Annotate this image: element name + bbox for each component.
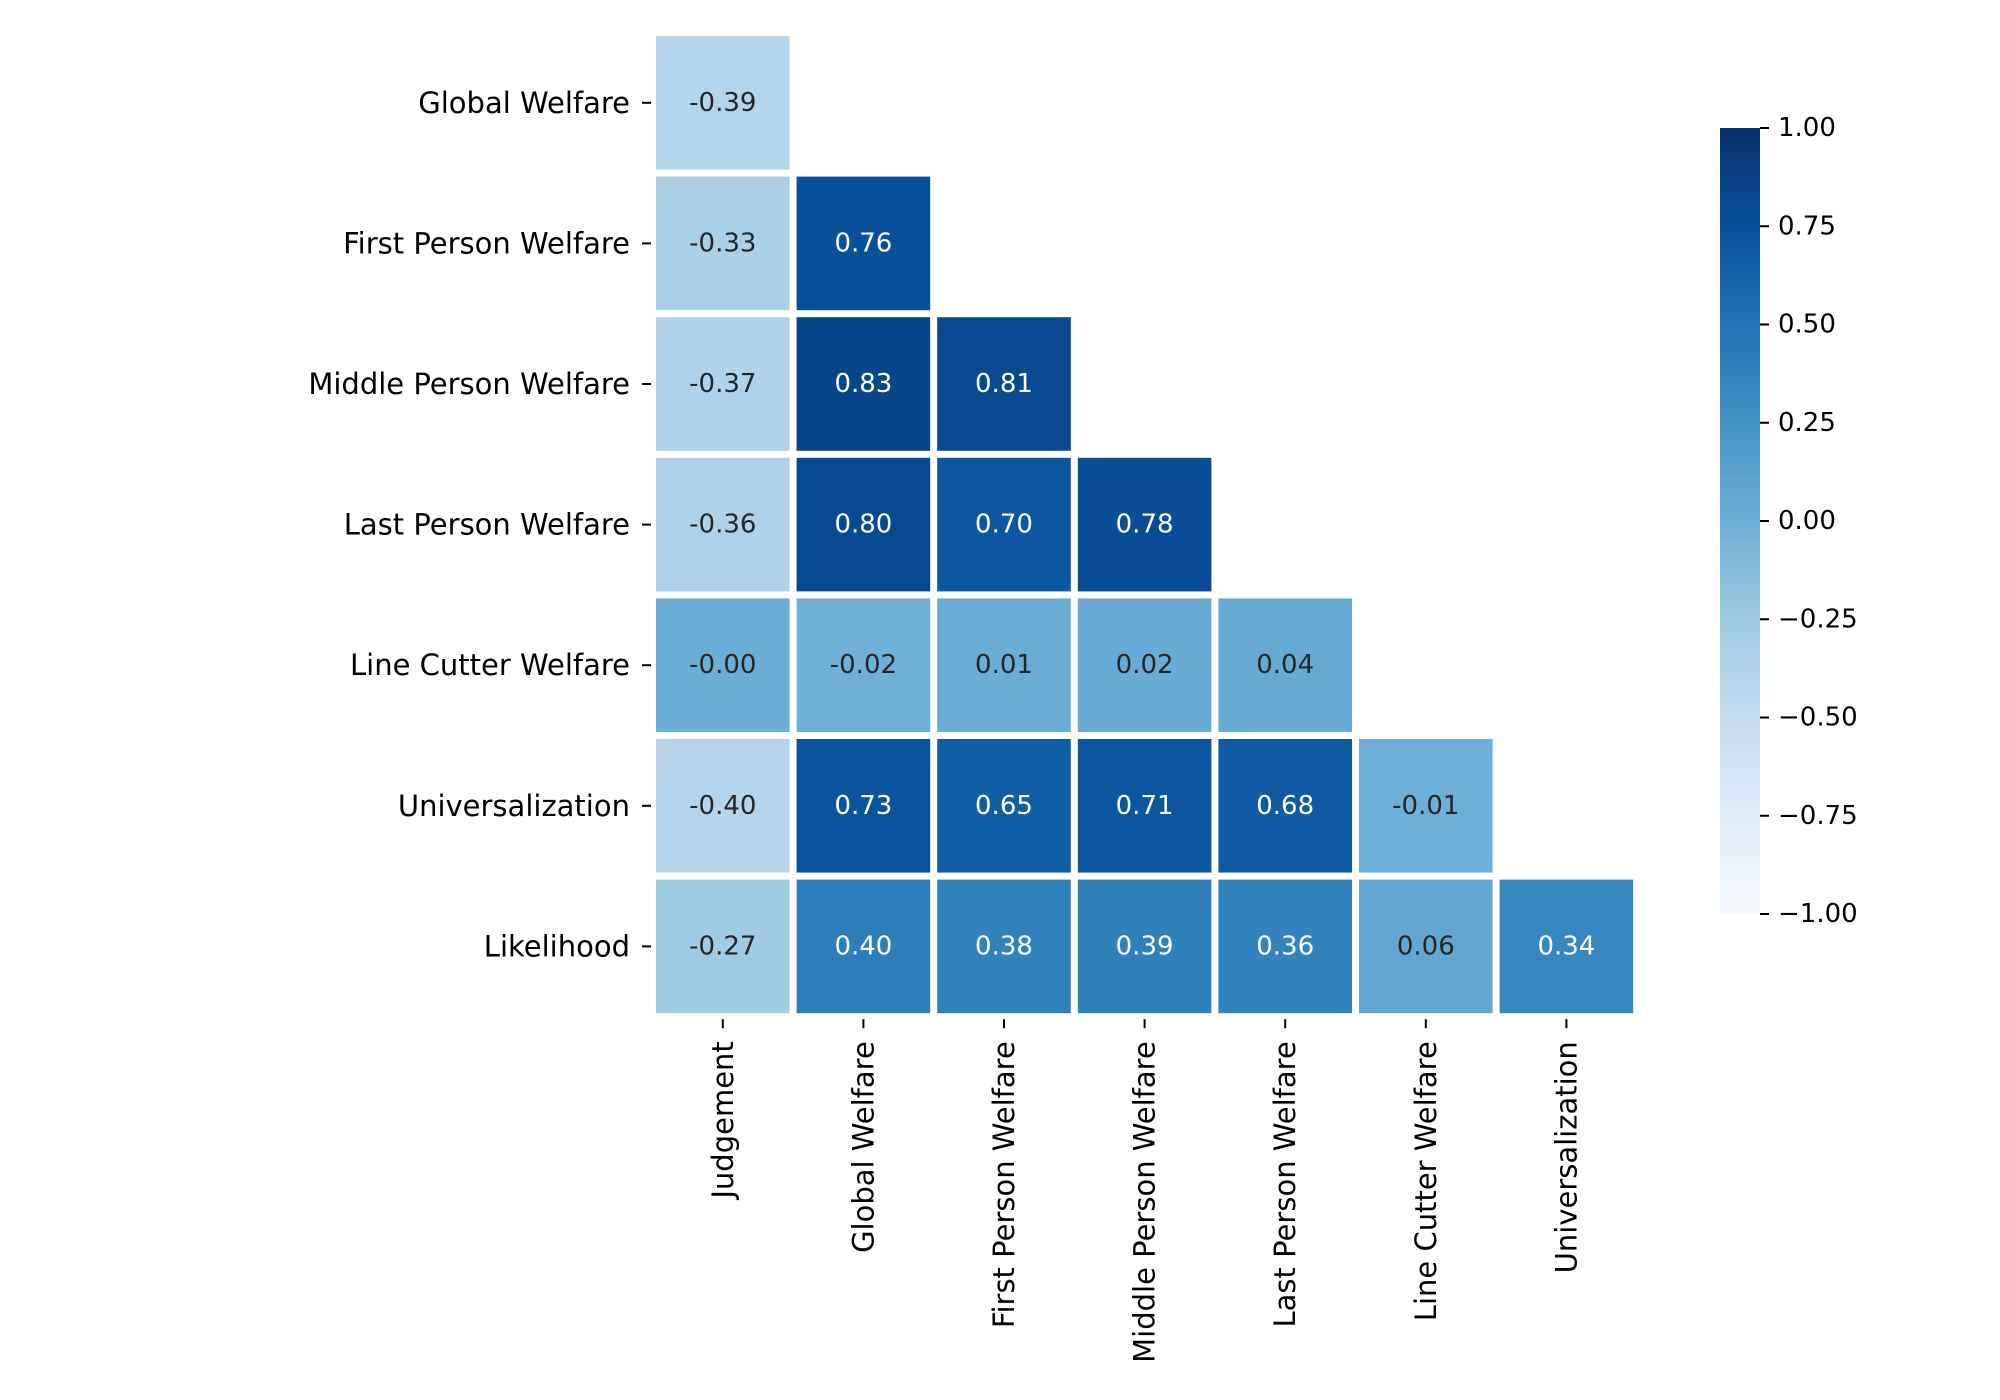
heatmap-cell — [1359, 739, 1493, 873]
cell-value-label: -0.02 — [830, 650, 897, 680]
colorbar-tick-label: 0.25 — [1778, 408, 1836, 438]
colorbar-tick-label: −1.00 — [1778, 899, 1858, 929]
heatmap-cell — [937, 317, 1071, 451]
heatmap-cell — [1499, 879, 1634, 1014]
heatmap-cell — [1218, 739, 1352, 873]
heatmap-cell — [656, 739, 790, 873]
y-label-universalization: Universalization — [398, 789, 630, 823]
heatmap-cell — [937, 598, 1071, 732]
cell-value-label: 0.06 — [1397, 931, 1455, 961]
heatmap-cell — [796, 457, 931, 592]
cell-value-label: 0.80 — [834, 510, 892, 540]
heatmap-cell — [937, 739, 1071, 873]
cell-value-label: 0.70 — [975, 510, 1033, 540]
cell-value-label: 0.68 — [1256, 791, 1314, 821]
cell-value-label: 0.36 — [1256, 931, 1314, 961]
x-label-judgement: Judgement — [706, 1041, 740, 1200]
cell-value-label: -0.37 — [689, 369, 756, 399]
heatmap-cell — [937, 879, 1071, 1014]
colorbar-tick-label: 0.00 — [1778, 506, 1836, 536]
cell-value-label: 0.39 — [1116, 931, 1174, 961]
cell-value-label: 0.65 — [975, 791, 1033, 821]
heatmap-cell — [937, 457, 1071, 592]
colorbar-tick-label: −0.75 — [1778, 801, 1858, 831]
y-axis-labels: Global Welfare First Person Welfare Middle… — [308, 86, 651, 963]
heatmap-cell — [656, 317, 790, 451]
cell-value-label: -0.40 — [689, 791, 756, 821]
cell-value-label: 0.34 — [1537, 931, 1595, 961]
x-label-line-cutter-welfare: Line Cutter Welfare — [1409, 1041, 1443, 1321]
x-axis-labels: Judgement Global Welfare First Person Welf… — [706, 1019, 1583, 1363]
heatmap-cell — [796, 598, 931, 732]
heatmap-cell — [1077, 457, 1212, 592]
y-label-line-cutter-welfare: Line Cutter Welfare — [350, 648, 630, 682]
cell-value-label: -0.01 — [1392, 791, 1459, 821]
x-label-last-person-welfare: Last Person Welfare — [1268, 1041, 1302, 1327]
heatmap-cell — [656, 598, 790, 732]
cell-value-label: -0.33 — [689, 228, 756, 258]
colorbar-tick-label: −0.25 — [1778, 604, 1858, 634]
x-label-universalization: Universalization — [1549, 1041, 1583, 1273]
colorbar-tick-label: 0.50 — [1778, 310, 1836, 340]
heatmap-cell — [656, 176, 790, 311]
x-label-global-welfare: Global Welfare — [846, 1041, 880, 1253]
y-label-last-person-welfare: Last Person Welfare — [344, 508, 630, 542]
colorbar: 1.00 0.75 0.50 0.25 0.00 −0.25 −0.50 −0.75 −1.00 — [1720, 113, 1858, 929]
cell-value-label: 0.02 — [1116, 650, 1174, 680]
heatmap-cell — [796, 176, 931, 311]
cell-value-label: 0.73 — [834, 791, 892, 821]
heatmap-cell — [1218, 879, 1352, 1014]
cell-value-label: 0.78 — [1116, 510, 1174, 540]
cell-value-label: 0.76 — [834, 228, 892, 258]
colorbar-tick-label: 0.75 — [1778, 211, 1836, 241]
y-label-first-person-welfare: First Person Welfare — [343, 226, 630, 260]
heatmap-cell — [656, 36, 790, 170]
heatmap-cell — [796, 879, 931, 1014]
heatmap-cell — [796, 317, 931, 451]
x-label-first-person-welfare: First Person Welfare — [987, 1041, 1021, 1328]
heatmap-cell — [1218, 598, 1352, 732]
colorbar-gradient — [1720, 128, 1760, 914]
cell-value-label: -0.00 — [689, 650, 756, 680]
heatmap-cell — [656, 457, 790, 592]
y-label-likelihood: Likelihood — [484, 929, 630, 963]
cell-value-label: 0.38 — [975, 931, 1033, 961]
cell-value-label: -0.36 — [689, 510, 756, 540]
cell-value-label: 0.40 — [834, 931, 892, 961]
heatmap-cell — [1077, 739, 1212, 873]
cell-value-label: 0.71 — [1116, 791, 1174, 821]
heatmap-cells: -0.39 -0.33 0.76 -0.37 0.83 0.81 -0.36 0.80 0.70… — [656, 36, 1634, 1014]
heatmap-cell — [1077, 598, 1212, 732]
cell-value-label: -0.39 — [689, 88, 756, 118]
heatmap-cell — [656, 879, 790, 1014]
colorbar-tick-label: 1.00 — [1778, 113, 1836, 143]
cell-value-label: 0.04 — [1256, 650, 1314, 680]
cell-value-label: 0.81 — [975, 369, 1033, 399]
cell-value-label: -0.27 — [689, 931, 756, 961]
heatmap-cell — [1077, 879, 1212, 1014]
cell-value-label: 0.01 — [975, 650, 1033, 680]
x-label-middle-person-welfare: Middle Person Welfare — [1128, 1041, 1162, 1363]
cell-value-label: 0.83 — [834, 369, 892, 399]
heatmap-cell — [796, 739, 931, 873]
heatmap-cell — [1359, 879, 1493, 1014]
y-label-middle-person-welfare: Middle Person Welfare — [308, 367, 630, 401]
colorbar-tick-label: −0.50 — [1778, 703, 1858, 733]
y-label-global-welfare: Global Welfare — [418, 86, 630, 120]
